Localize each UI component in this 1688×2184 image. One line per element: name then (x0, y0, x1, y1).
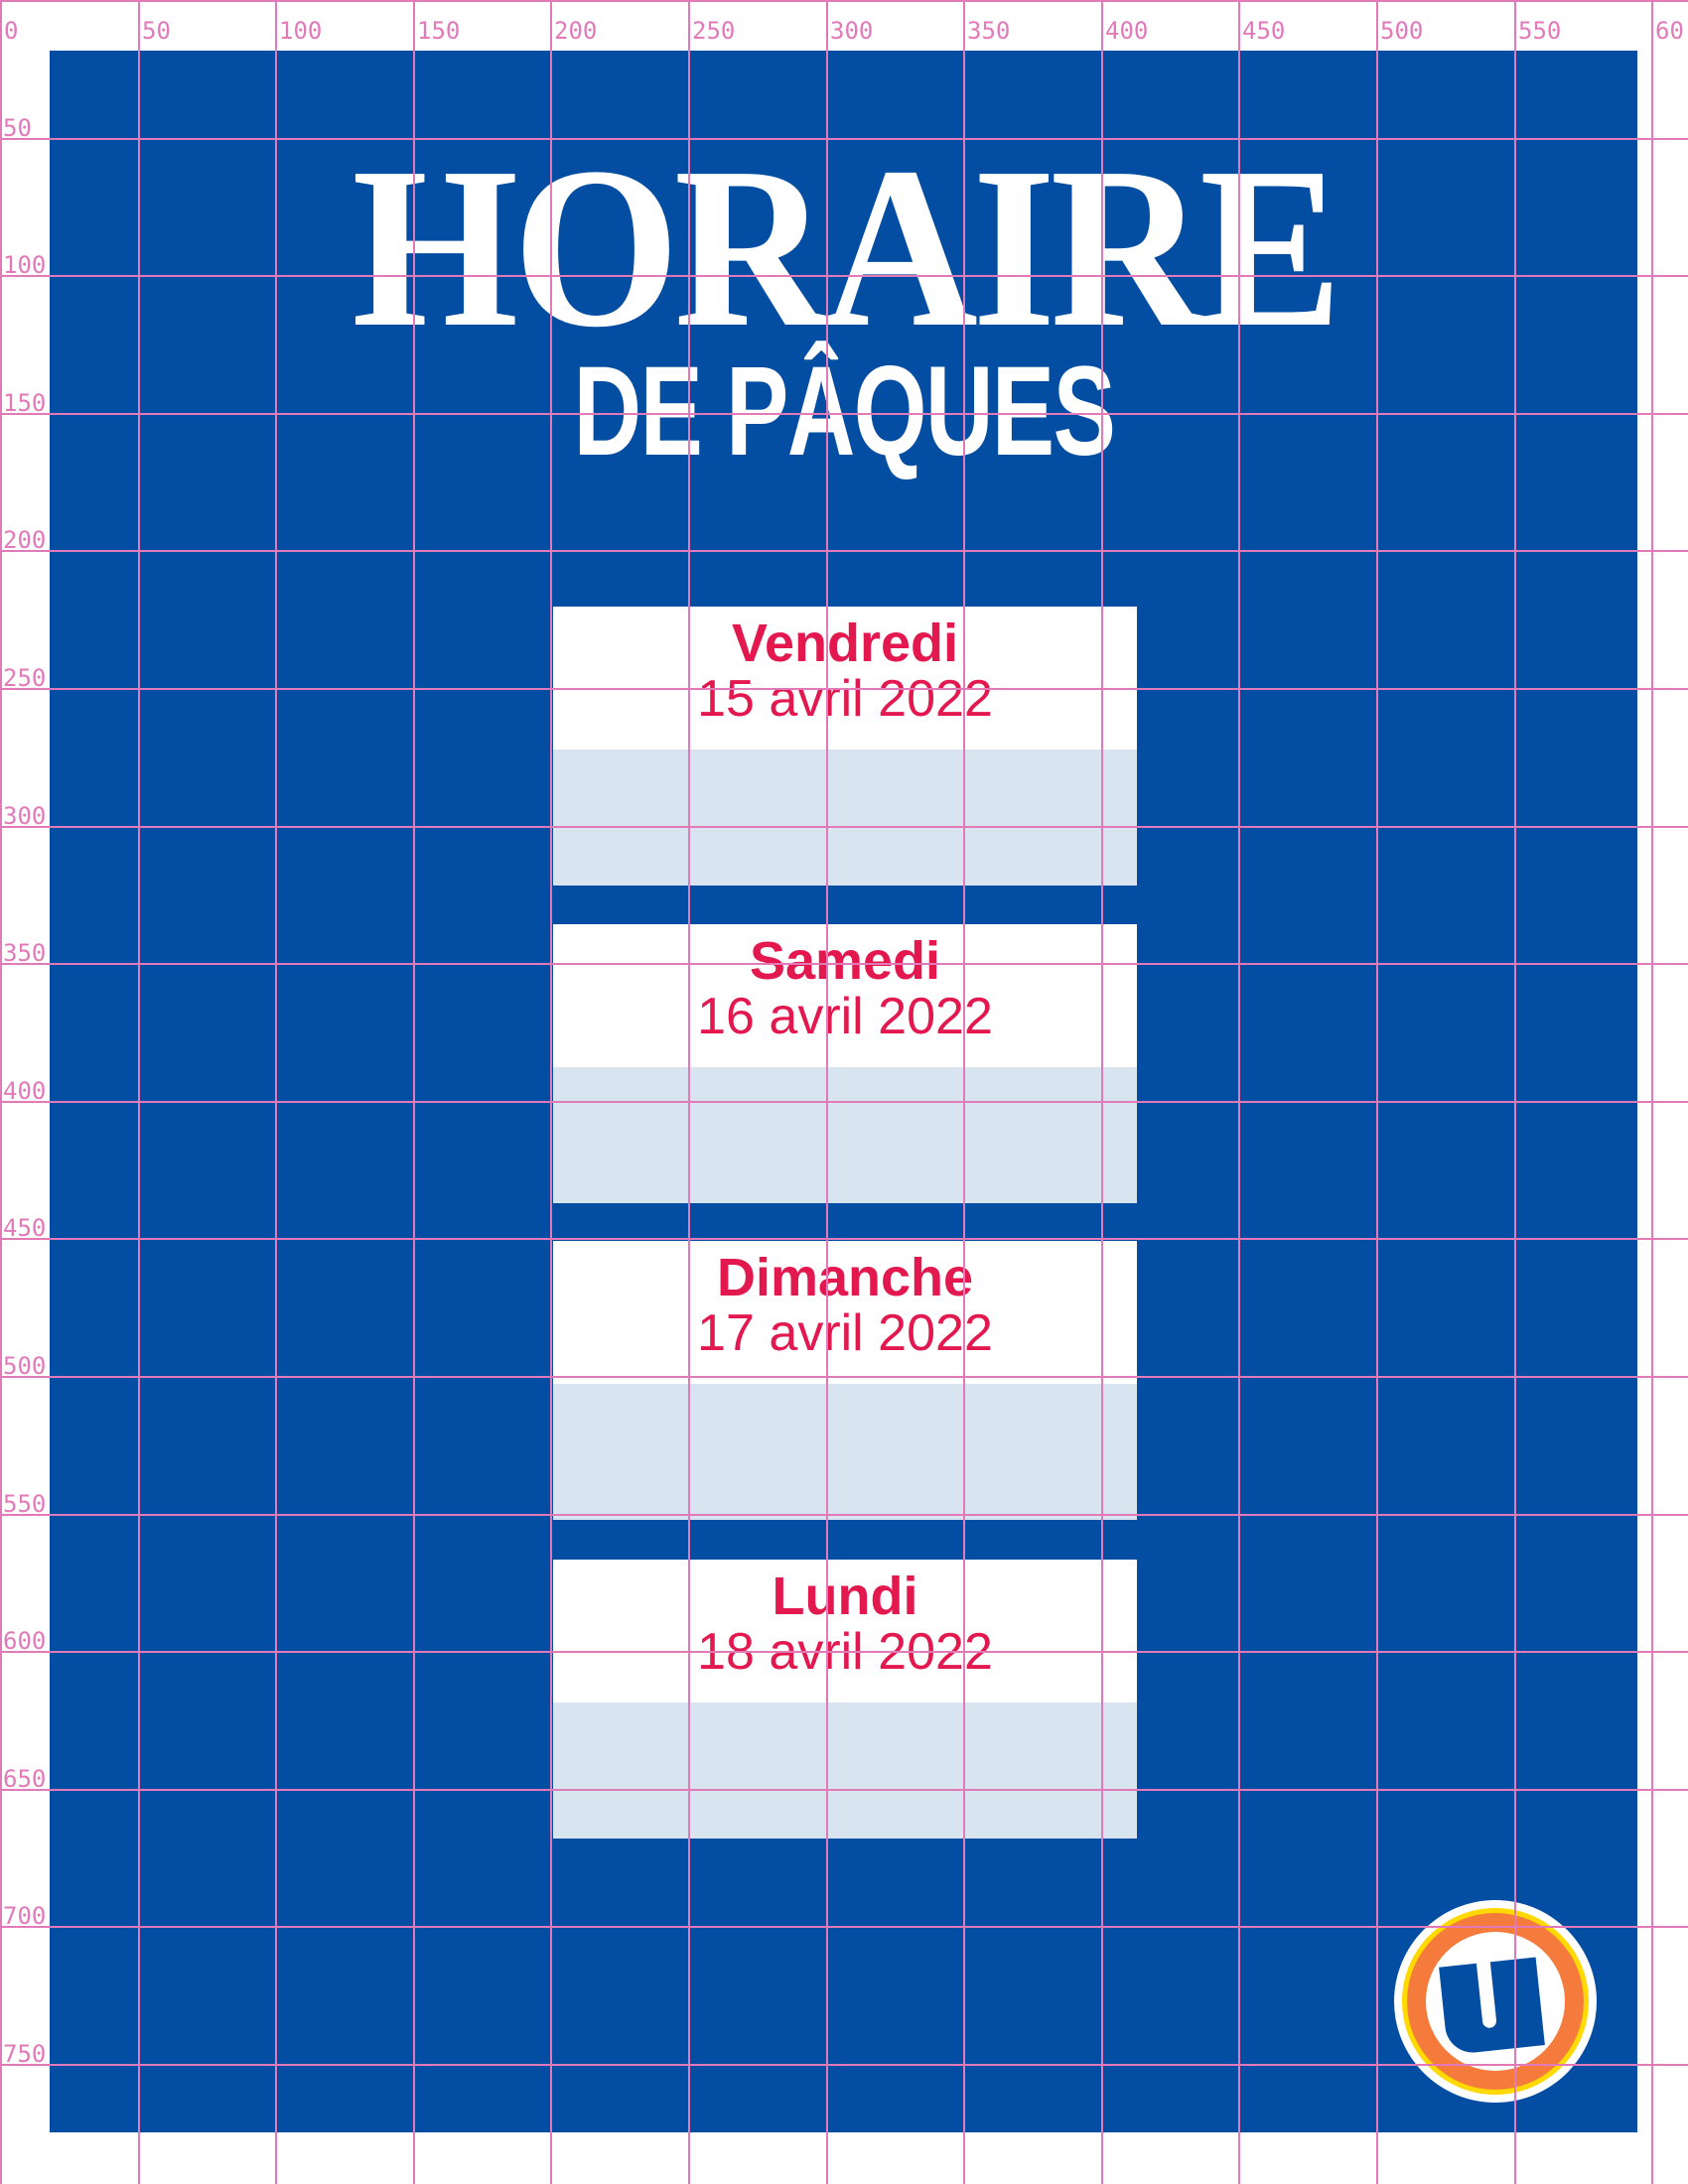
ruler-label-x: 60 (1655, 17, 1684, 45)
day-header: Vendredi 15 avril 2022 (553, 607, 1137, 750)
ruler-label-y: 550 (3, 1490, 47, 1518)
ruler-label-x: 300 (830, 17, 874, 45)
ruler-label-x: 200 (554, 17, 598, 45)
day-name: Samedi (749, 931, 941, 991)
grid-line-horizontal (0, 0, 1688, 2)
ruler-label-x: 550 (1518, 17, 1562, 45)
day-header: Dimanche 17 avril 2022 (553, 1241, 1137, 1384)
ruler-label-y: 450 (3, 1214, 47, 1242)
day-date: 16 avril 2022 (697, 988, 993, 1045)
hours-slot (553, 1703, 1137, 1839)
ruler-label-x: 400 (1105, 17, 1149, 45)
ruler-label-y: 200 (3, 526, 47, 554)
day-name: Lundi (772, 1567, 918, 1626)
day-card: Samedi 16 avril 2022 (553, 924, 1137, 1203)
subtitle: DE PÂQUES (573, 341, 1116, 482)
ruler-label-x: 100 (279, 17, 323, 45)
day-header: Lundi 18 avril 2022 (553, 1560, 1137, 1703)
ruler-label-x: 250 (692, 17, 736, 45)
ruler-label-y: 700 (3, 1902, 47, 1930)
day-name: Dimanche (716, 1248, 974, 1307)
ruler-label-x: 150 (417, 17, 461, 45)
ruler-label-x: 500 (1380, 17, 1424, 45)
ruler-label-y: 750 (3, 2040, 47, 2068)
ruler-label-y: 400 (3, 1077, 47, 1105)
day-date: 18 avril 2022 (697, 1623, 993, 1681)
u-logo-icon (1394, 1900, 1597, 2103)
ruler-label-x: 0 (4, 17, 19, 45)
day-card: Lundi 18 avril 2022 (553, 1560, 1137, 1839)
day-name: Vendredi (731, 614, 959, 673)
ruler-label-y: 50 (3, 114, 32, 142)
day-date: 15 avril 2022 (697, 670, 993, 728)
hours-slot (553, 750, 1137, 886)
day-date: 17 avril 2022 (697, 1304, 993, 1362)
hours-slot (553, 1384, 1137, 1520)
hours-slot (553, 1067, 1137, 1203)
ruler-label-x: 450 (1242, 17, 1286, 45)
ruler-label-y: 350 (3, 939, 47, 967)
ruler-label-y: 600 (3, 1627, 47, 1655)
ruler-label-y: 650 (3, 1765, 47, 1793)
ruler-label-y: 500 (3, 1352, 47, 1380)
title: HORAIRE (352, 120, 1341, 375)
ruler-label-y: 300 (3, 802, 47, 830)
day-card: Vendredi 15 avril 2022 (553, 607, 1137, 886)
day-header: Samedi 16 avril 2022 (553, 924, 1137, 1067)
ruler-label-y: 250 (3, 664, 47, 692)
day-card: Dimanche 17 avril 2022 (553, 1241, 1137, 1520)
ruler-label-x: 50 (142, 17, 171, 45)
ruler-label-x: 350 (967, 17, 1011, 45)
